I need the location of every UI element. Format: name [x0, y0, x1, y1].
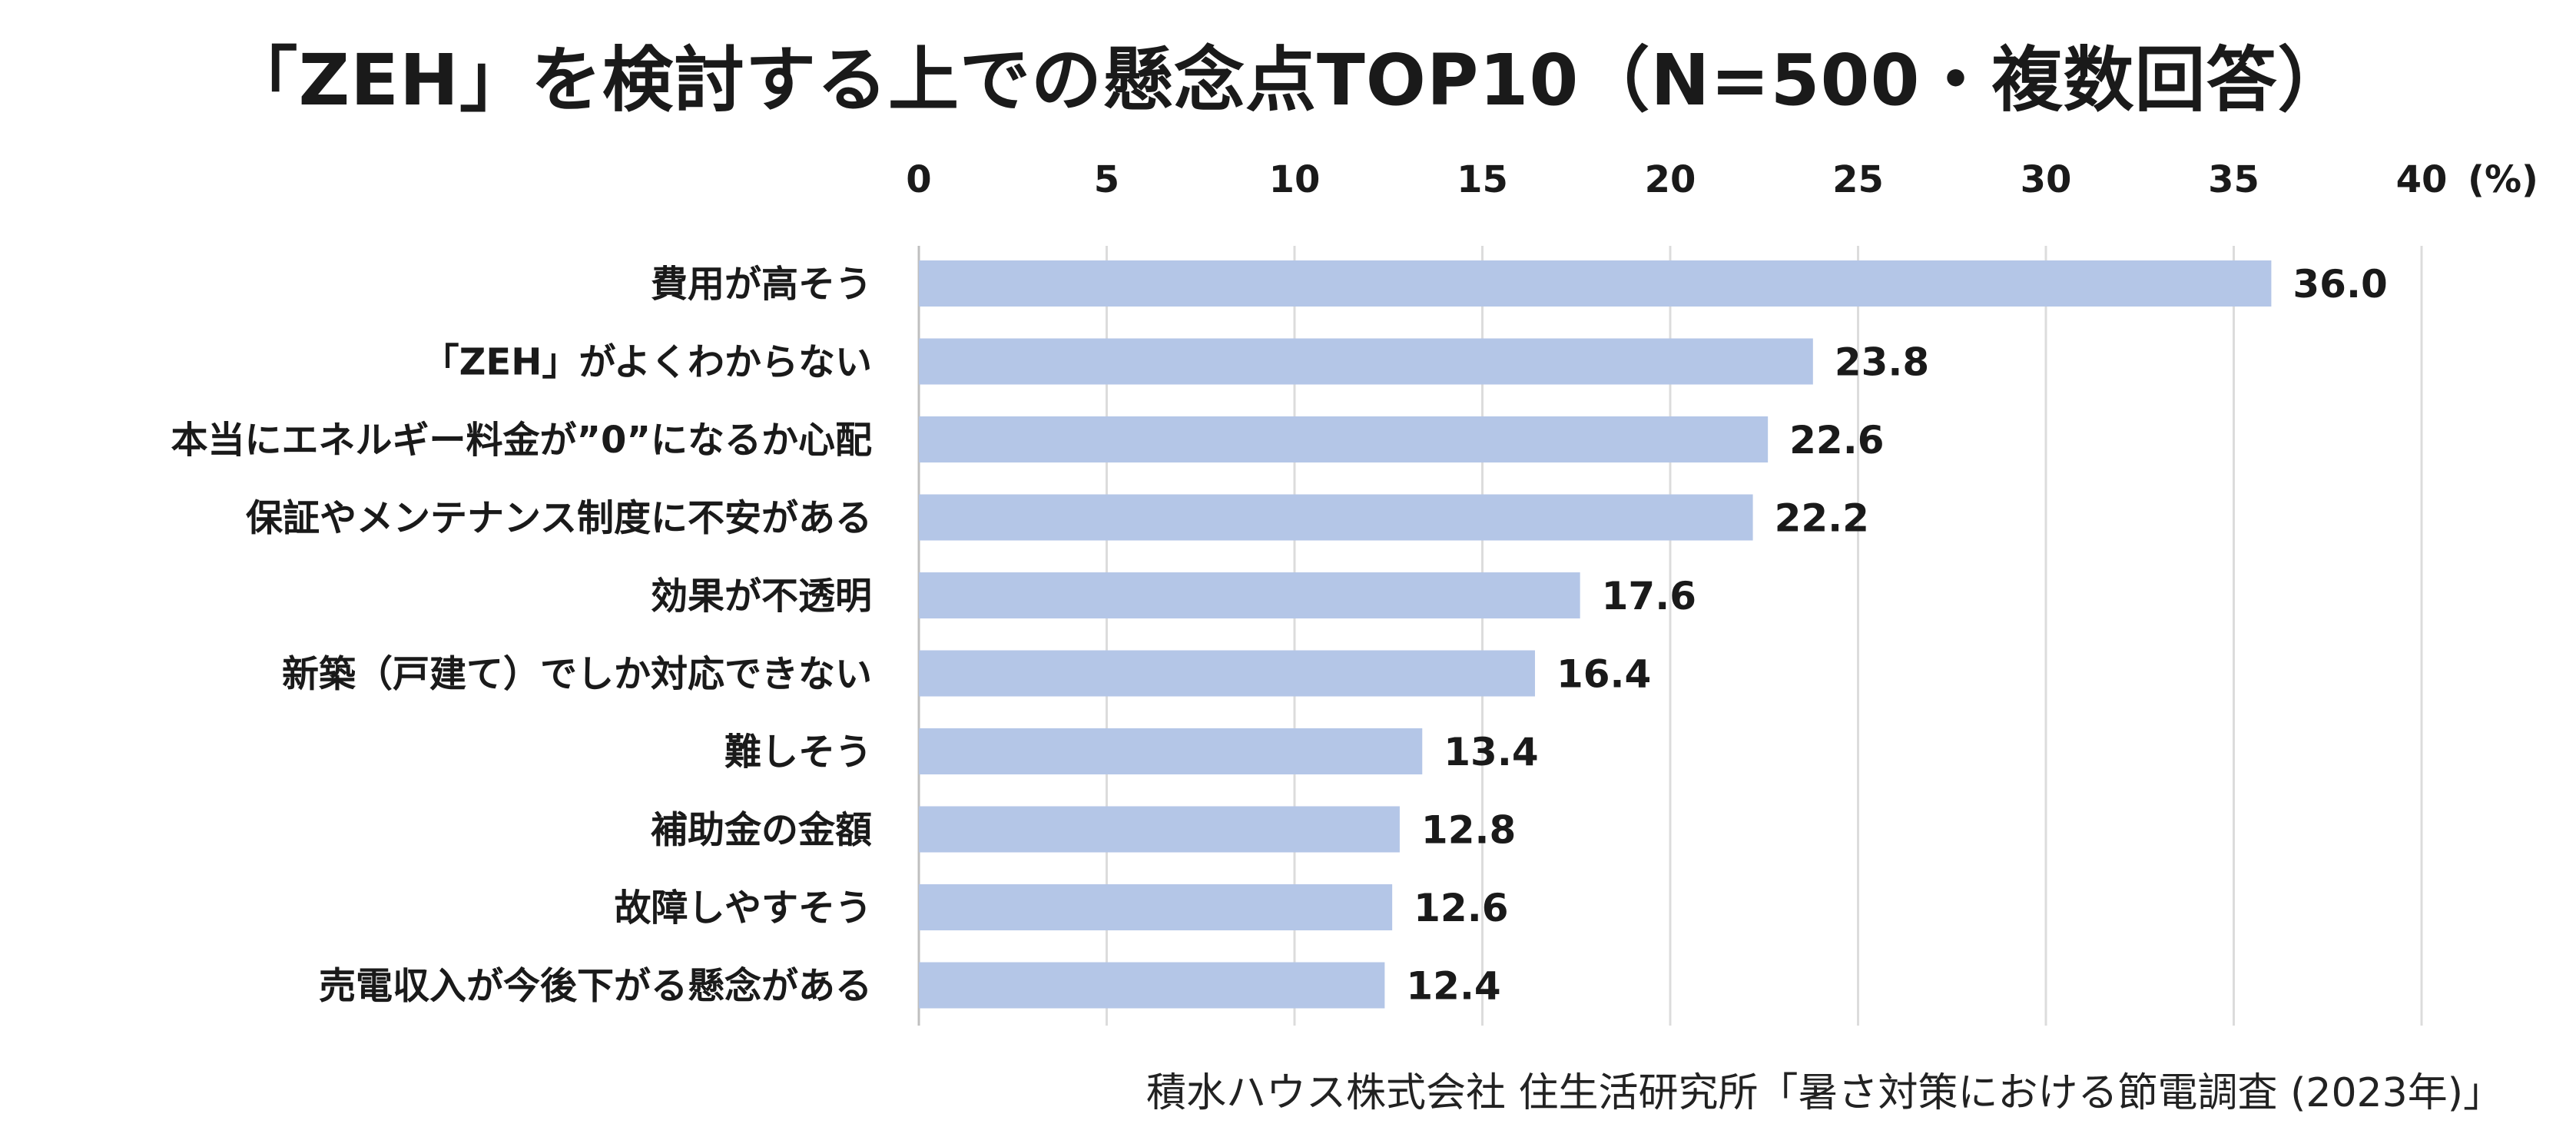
- x-tick-label: 25: [1832, 158, 1884, 201]
- x-axis-ticks: 0 5 10 15 20 25 30 35 40 (%): [906, 158, 2538, 201]
- category-label: 「ZEH」がよくわからない: [423, 341, 872, 384]
- category-label: 本当にエネルギー料金が”0”になるか心配: [171, 419, 873, 462]
- x-tick-label: 15: [1457, 158, 1508, 201]
- bars: [919, 260, 2272, 1009]
- bar: [919, 572, 1580, 618]
- data-label: 13.4: [1444, 730, 1538, 774]
- category-label: 保証やメンテナンス制度に不安がある: [246, 497, 872, 540]
- source-note: 積水ハウス株式会社 住生活研究所「暑さ対策における節電調査 (2023年)」: [1146, 1070, 2503, 1116]
- bar: [919, 884, 1393, 930]
- data-label: 16.4: [1557, 652, 1651, 697]
- data-labels: 36.0 23.8 22.6 22.2 17.6 16.4 13.4 12.8 12.6 12.4: [1406, 262, 2387, 1009]
- data-label: 22.6: [1789, 418, 1884, 462]
- data-label: 23.8: [1835, 340, 1929, 385]
- x-tick-label: 35: [2208, 158, 2259, 201]
- data-label: 22.2: [1775, 496, 1869, 541]
- x-tick-label: 30: [2021, 158, 2072, 201]
- x-axis-unit: (%): [2468, 158, 2538, 201]
- bar: [919, 494, 1753, 541]
- category-label: 新築（戸建て）でしか対応できない: [282, 653, 872, 696]
- bar: [919, 962, 1385, 1009]
- x-tick-label: 40: [2396, 158, 2448, 201]
- bar: [919, 416, 1769, 462]
- data-label: 12.6: [1414, 886, 1508, 930]
- bar: [919, 650, 1535, 697]
- data-label: 17.6: [1602, 574, 1696, 618]
- chart-title: 「ZEH」を検討する上での懸念点TOP10（N=500・複数回答）: [227, 39, 2349, 121]
- data-label: 12.4: [1406, 964, 1500, 1009]
- bar: [919, 260, 2272, 307]
- category-label: 売電収入が今後下がる懸念がある: [319, 965, 872, 1008]
- data-label: 12.8: [1421, 808, 1516, 853]
- category-label: 効果が不透明: [651, 575, 872, 618]
- category-label: 故障しやすそう: [614, 887, 872, 930]
- category-labels: 費用が高そう「ZEH」がよくわからない本当にエネルギー料金が”0”になるか心配保…: [171, 263, 873, 1008]
- bar: [919, 806, 1400, 853]
- category-label: 費用が高そう: [651, 263, 872, 306]
- x-tick-label: 20: [1645, 158, 1696, 201]
- x-tick-label: 5: [1094, 158, 1119, 201]
- bar: [919, 338, 1813, 385]
- data-label: 36.0: [2293, 262, 2387, 307]
- category-label: 難しそう: [724, 731, 872, 774]
- bar: [919, 728, 1423, 774]
- x-tick-label: 10: [1269, 158, 1321, 201]
- category-label: 補助金の金額: [651, 809, 872, 852]
- x-tick-label: 0: [906, 158, 931, 201]
